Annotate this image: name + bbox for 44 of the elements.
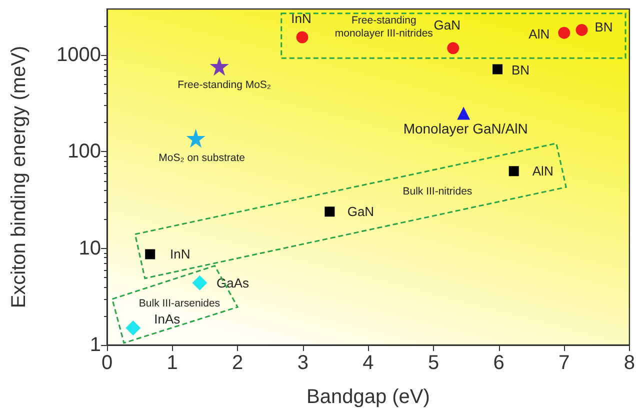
annotation: Bulk III-nitrides bbox=[402, 185, 472, 198]
annotation: GaN bbox=[434, 18, 460, 33]
x-tick-label: 2 bbox=[232, 352, 244, 374]
point bbox=[492, 64, 503, 74]
annotation: Monolayer GaN/AlN bbox=[403, 120, 528, 136]
annotation: InAs bbox=[154, 311, 181, 326]
annotation: MoS₂ on substrate bbox=[158, 152, 246, 164]
annotation: Free-standing monolayer III-nitrides bbox=[334, 14, 433, 40]
point bbox=[324, 206, 335, 217]
annotation: GaN bbox=[347, 204, 374, 220]
x-axis-title: Bandgap (eV) bbox=[306, 386, 430, 408]
point bbox=[447, 42, 460, 54]
annotation: AlN bbox=[532, 164, 554, 179]
x-tick-label: 6 bbox=[493, 352, 504, 374]
point bbox=[210, 56, 229, 76]
point bbox=[508, 166, 519, 176]
annotation: BN bbox=[594, 19, 613, 34]
point bbox=[192, 275, 208, 290]
point bbox=[457, 106, 470, 120]
point bbox=[296, 31, 308, 44]
x-tick-label: 5 bbox=[428, 352, 440, 374]
point bbox=[186, 128, 206, 148]
x-tick-label: 1 bbox=[166, 352, 178, 374]
annotation: GaAs bbox=[216, 275, 250, 290]
annotation: InN bbox=[291, 10, 312, 26]
x-tick-label: 4 bbox=[362, 352, 374, 374]
annotation: InN bbox=[170, 246, 190, 262]
y-axis-title: Exciton binding energy (meV) bbox=[8, 46, 30, 308]
x-tick-label: 7 bbox=[558, 352, 570, 374]
point bbox=[145, 249, 156, 260]
annotation: BN bbox=[511, 62, 530, 78]
annotation: AlN bbox=[528, 26, 550, 42]
annotation: Bulk III-arsenides bbox=[138, 297, 220, 310]
point bbox=[126, 320, 141, 336]
point bbox=[576, 24, 588, 36]
y-tick-label: 1 bbox=[90, 334, 101, 356]
point bbox=[558, 26, 570, 39]
x-tick-label: 0 bbox=[101, 352, 113, 374]
x-tick-label: 3 bbox=[297, 352, 308, 374]
y-tick-label: 10 bbox=[78, 237, 101, 260]
y-tick-label: 1000 bbox=[56, 44, 101, 66]
annotation: Free-standing MoS₂ bbox=[178, 79, 272, 92]
x-tick-label: 8 bbox=[624, 352, 635, 374]
y-tick-label: 100 bbox=[68, 140, 101, 163]
